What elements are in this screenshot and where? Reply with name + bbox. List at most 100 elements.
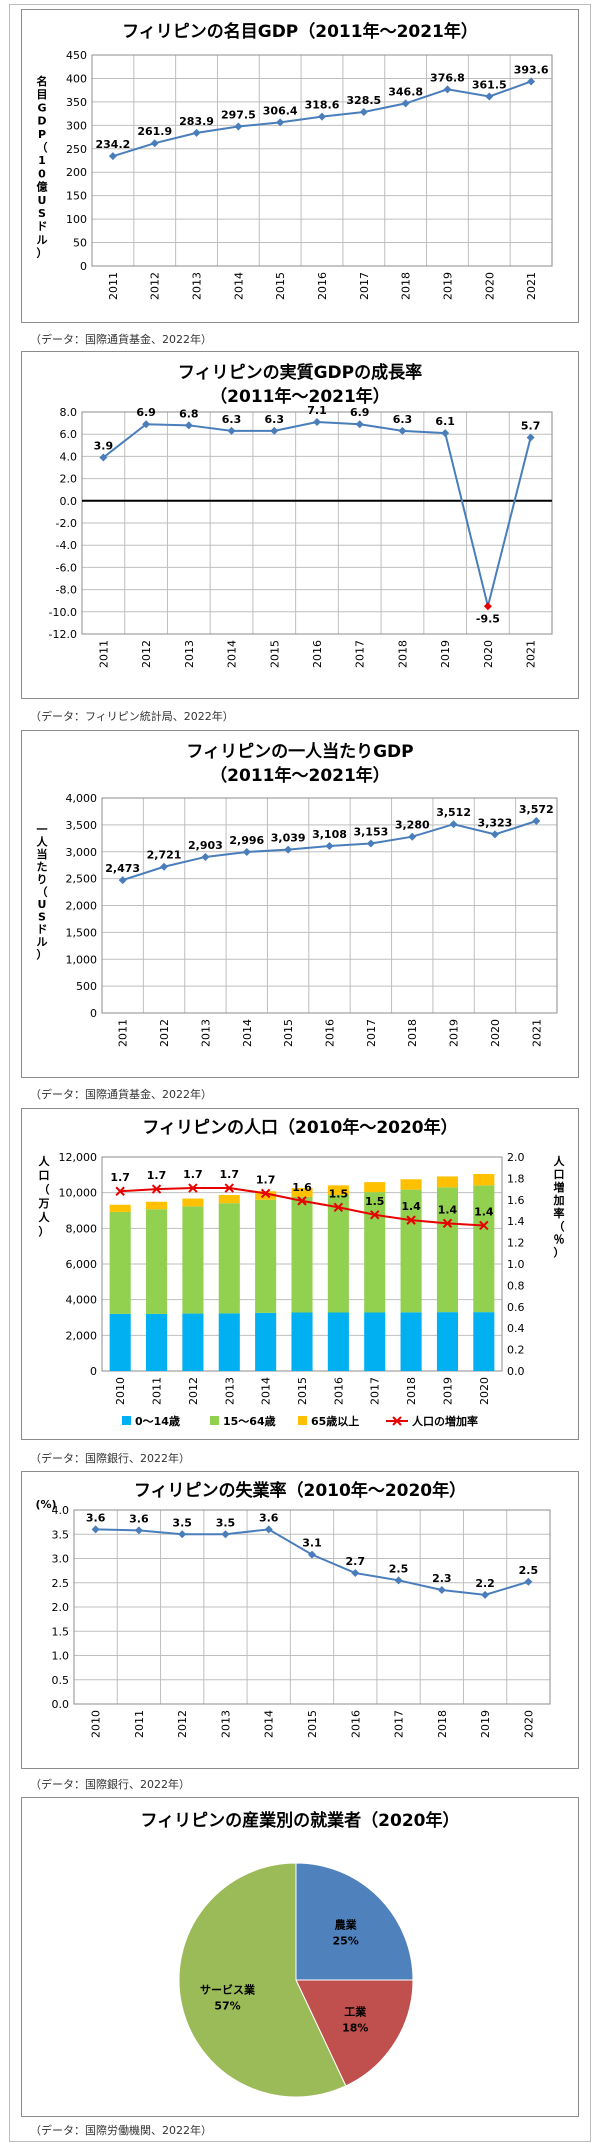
bar-segment	[146, 1313, 168, 1371]
legend-swatch	[392, 1416, 402, 1426]
data-point	[201, 852, 210, 861]
data-point	[313, 417, 321, 426]
data-label: 1.4	[401, 1200, 421, 1213]
data-label: 3.5	[172, 1516, 192, 1529]
data-label: 2.5	[389, 1562, 409, 1575]
bar-segment	[364, 1312, 386, 1371]
chart-employment-by-industry-svg: フィリピンの産業別の就業者（2020年） 農業 25% 工業 18% サービス業 57%	[141, 1810, 459, 2098]
growth-rate-marker	[479, 1220, 489, 1231]
y2-tick-label: 1.8	[507, 1172, 525, 1185]
data-point	[524, 1577, 533, 1586]
x-tick-label: 2020	[483, 272, 496, 300]
data-label: 306.4	[263, 104, 298, 117]
y-tick-label: 200	[66, 166, 87, 179]
data-label: 6.3	[393, 413, 413, 426]
chart-title: フィリピンの名目GDP（2011年～2021年）	[122, 21, 478, 42]
chart-real-gdp-growth-svg: フィリピンの実質GDPの成長率 （2011年～2021年） -12.0 -10.0 -8…	[49, 362, 553, 668]
source-note: （データ：フィリピン統計局、2022年）	[30, 710, 234, 723]
data-point	[318, 112, 326, 121]
bar-segment	[327, 1194, 349, 1313]
x-tick-label: 2017	[393, 1710, 406, 1738]
y2-tick-label: 0.0	[507, 1365, 525, 1378]
chart-population-svg: フィリピンの人口（2010年～2020年） 0 2,000 4,000 6,000 8,0…	[38, 1117, 566, 1428]
data-label: 1.7	[110, 1171, 130, 1184]
chart-real-gdp-growth: フィリピンの実質GDPの成長率 （2011年～2021年） -12.0 -10.0 -8…	[21, 351, 579, 699]
y-tick-label: 150	[66, 190, 87, 203]
data-point	[485, 92, 494, 101]
data-point	[351, 1569, 360, 1578]
x-tick-label: 2016	[316, 272, 329, 300]
bar-segment	[218, 1194, 240, 1204]
bar-segment	[364, 1192, 386, 1313]
x-tick-label: 2013	[183, 640, 196, 668]
bar-segment	[109, 1211, 131, 1314]
x-tick-label: 2021	[530, 1019, 543, 1047]
bar-segment	[364, 1182, 386, 1193]
x-tick-label: 2020	[489, 1019, 502, 1047]
x-tick-label: 2019	[479, 1710, 492, 1738]
bar-segment	[218, 1313, 240, 1371]
data-label: 3,039	[271, 832, 306, 845]
y-tick-label: 2,000	[66, 900, 98, 913]
y2-axis-label: 人口増加率（％）	[553, 1154, 566, 1259]
data-label: 3.9	[94, 440, 114, 453]
data-label: 234.2	[96, 138, 131, 151]
y-tick-label: -10.0	[49, 606, 77, 619]
chart-title: フィリピンの一人当たりGDP	[186, 741, 413, 762]
source-note: （データ：国際通貨基金、2022年）	[30, 333, 212, 346]
bar-segment	[291, 1196, 313, 1313]
data-point	[449, 820, 458, 829]
data-point	[355, 420, 364, 429]
data-point	[221, 1530, 230, 1539]
data-label: 1.7	[183, 1168, 203, 1181]
data-label: 1.4	[474, 1205, 494, 1218]
bar-segment	[146, 1209, 168, 1314]
bar-segment	[400, 1312, 422, 1371]
data-point	[284, 845, 293, 854]
y-tick-label: 2,000	[66, 1329, 98, 1342]
data-label: 3,153	[353, 826, 388, 839]
source-note: （データ：国際通貨基金、2022年）	[30, 1088, 212, 1101]
data-label: 6.9	[350, 406, 370, 419]
y-axis-label: 人口（万人）	[38, 1154, 51, 1238]
data-label: 3.1	[302, 1537, 322, 1550]
data-point	[234, 122, 243, 131]
data-label: 3,572	[519, 803, 554, 816]
data-label: 3.6	[86, 1511, 106, 1524]
data-point	[178, 1530, 187, 1539]
data-label: 2.3	[432, 1572, 452, 1585]
pie-slice	[295, 1862, 414, 1981]
data-point	[394, 1576, 403, 1585]
data-point	[325, 841, 334, 850]
data-point	[366, 839, 375, 848]
data-label: 2,721	[147, 849, 182, 862]
y-tick-label: 2.0	[52, 1601, 70, 1614]
data-label: 346.8	[388, 85, 423, 98]
growth-rate-marker	[333, 1202, 344, 1212]
data-label: 2.7	[346, 1555, 366, 1568]
bar-segment	[255, 1312, 277, 1371]
x-tick-label: 2019	[441, 272, 454, 300]
x-tick-label: 2015	[282, 1019, 295, 1047]
y-tick-label: 10,000	[59, 1187, 98, 1200]
data-label: 3,108	[312, 828, 347, 841]
y-tick-label: 3,000	[66, 846, 98, 859]
x-tick-label: 2016	[324, 1019, 337, 1047]
bar-segment	[436, 1176, 458, 1188]
data-point	[99, 453, 108, 462]
y-tick-label: 50	[73, 237, 87, 250]
x-tick-label: 2012	[176, 1710, 189, 1738]
legend-swatch	[210, 1416, 219, 1425]
y-tick-label: 500	[76, 980, 97, 993]
y-tick-label: 3.5	[52, 1528, 70, 1541]
y-axis-label: (%)	[35, 1498, 56, 1511]
slice-value: 18%	[342, 2022, 368, 2035]
x-tick-label: 2016	[311, 640, 324, 668]
data-label: 393.6	[514, 63, 549, 76]
x-tick-label: 2014	[232, 272, 245, 300]
data-point	[401, 99, 410, 108]
x-tick-label: 2015	[274, 272, 287, 300]
data-point	[481, 1590, 490, 1599]
y-tick-label: 12,000	[59, 1151, 98, 1164]
data-point	[443, 85, 452, 94]
